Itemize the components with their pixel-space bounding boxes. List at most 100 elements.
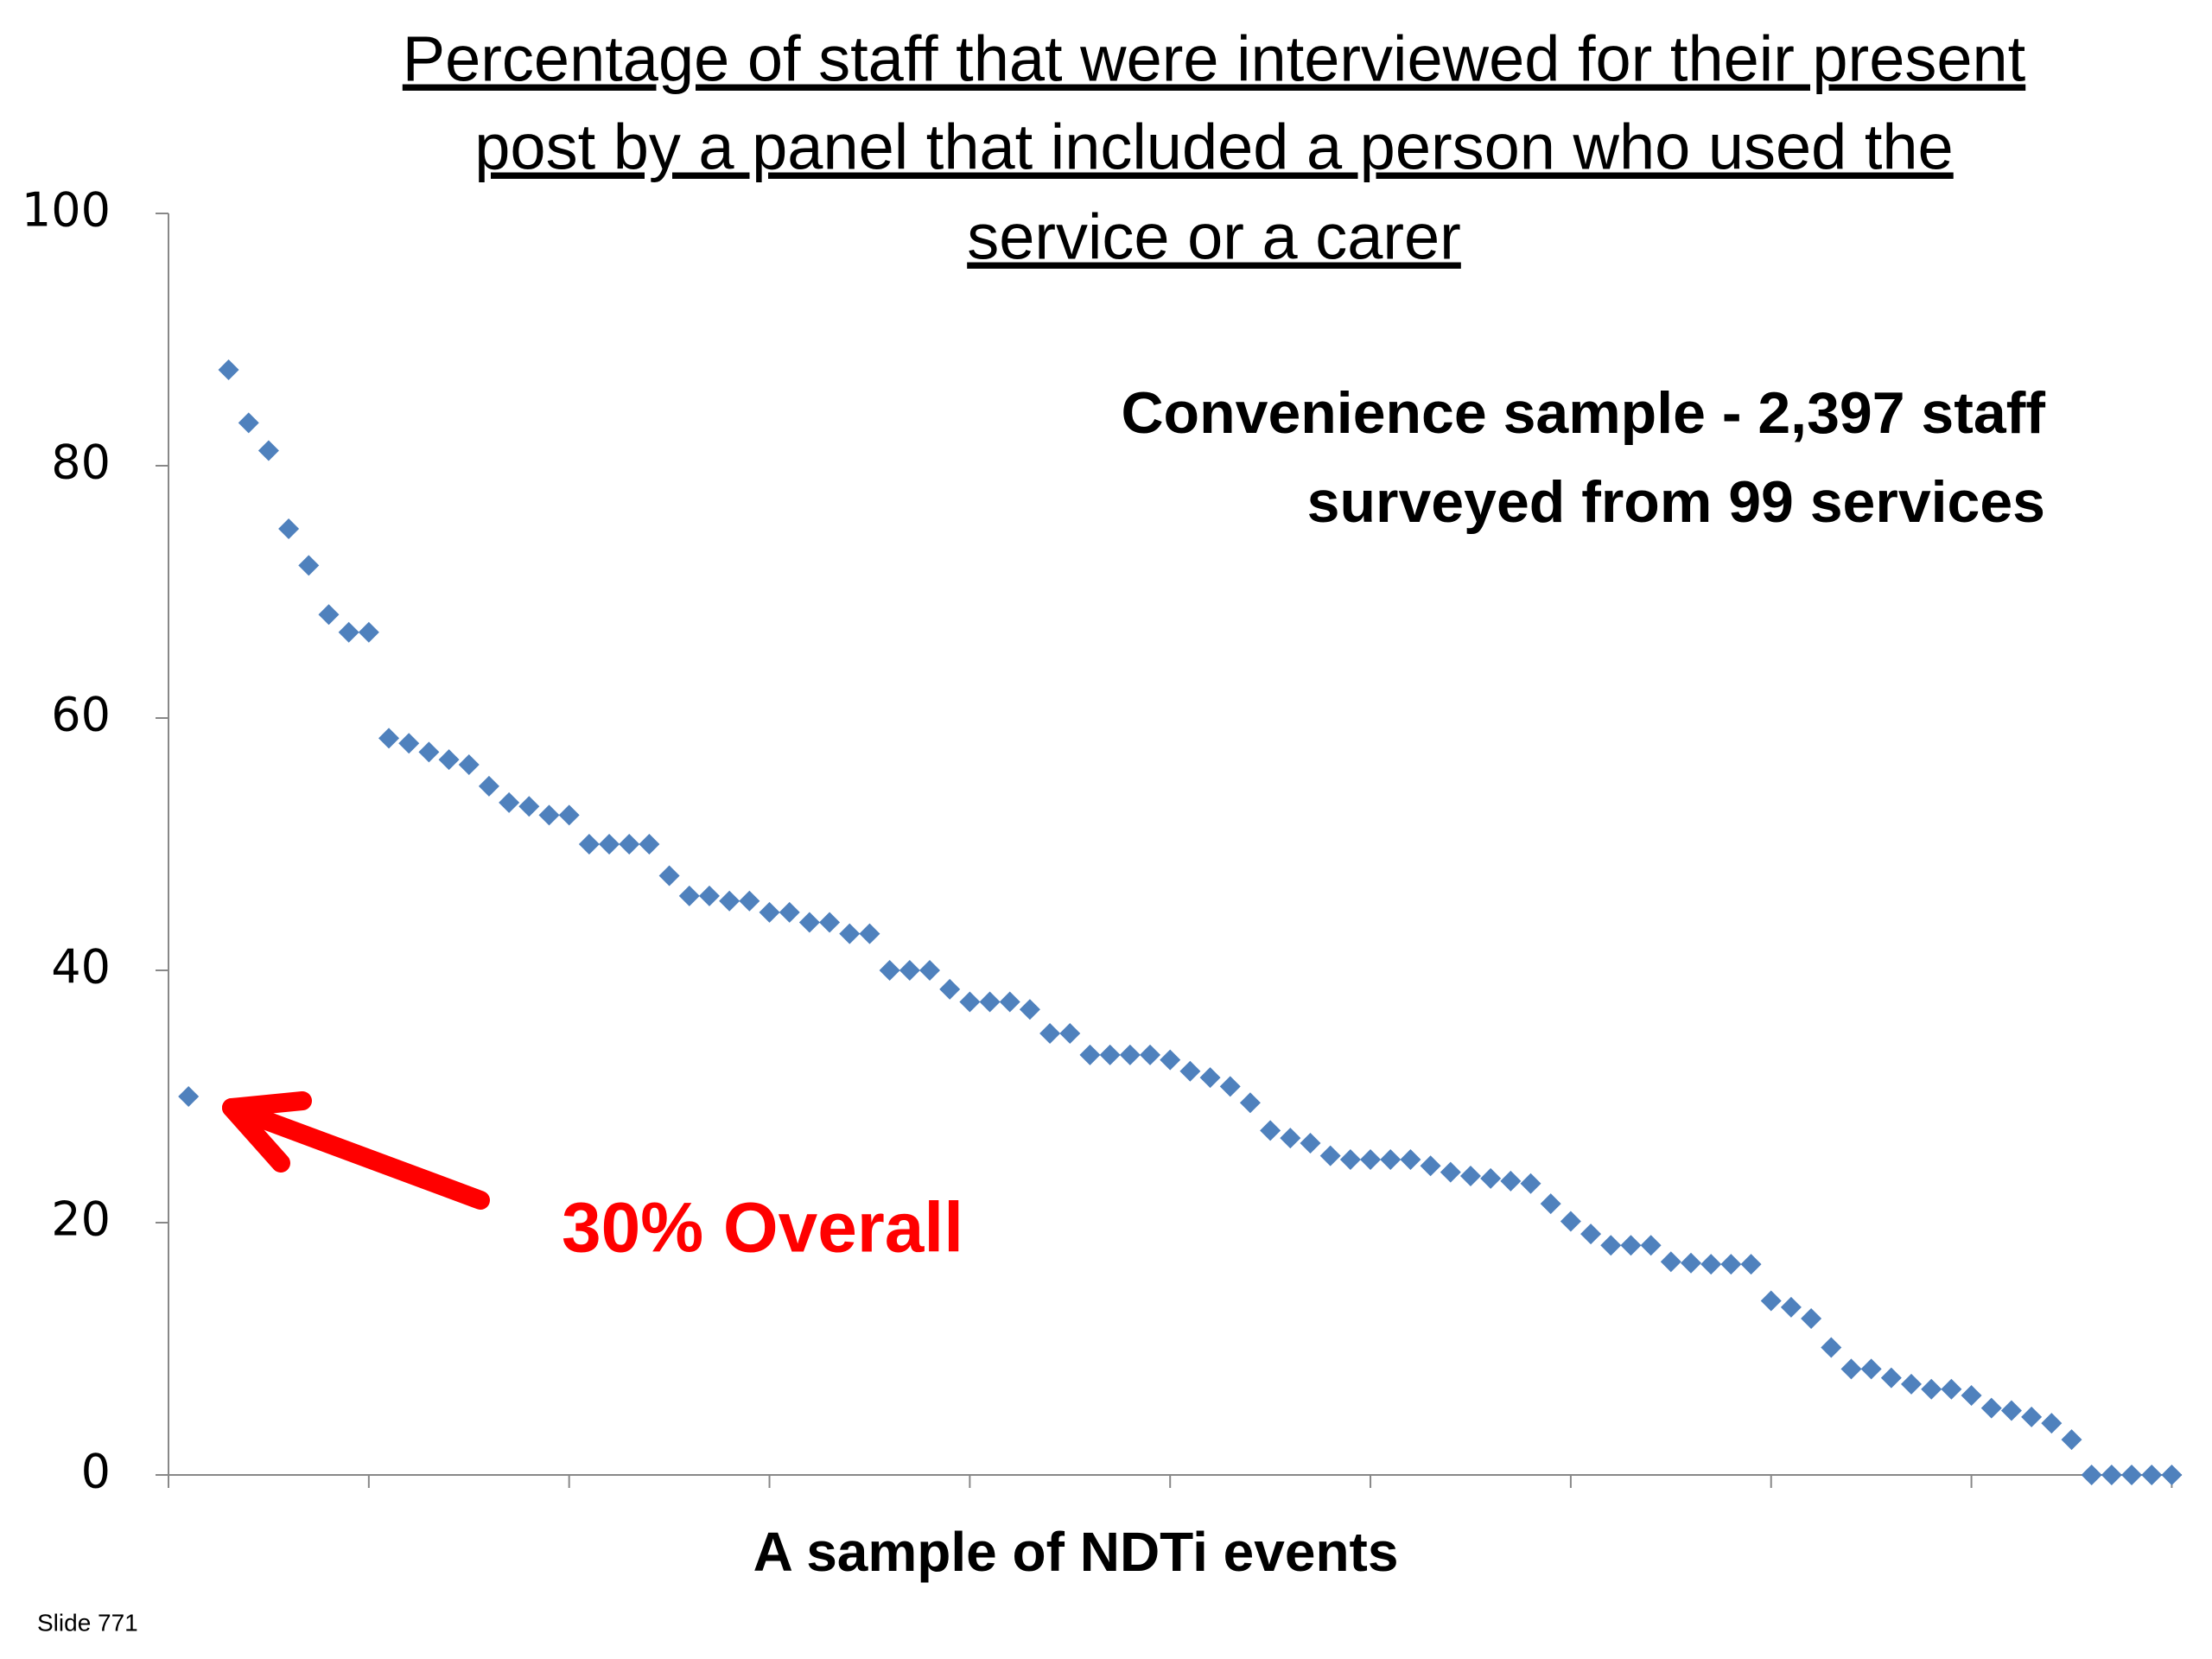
point [1300,1133,1321,1154]
point [1801,1307,1822,1329]
point [1821,1337,1842,1358]
y-tick-label: 100 [22,183,111,238]
point [719,890,741,912]
point [1760,1290,1782,1312]
point [859,923,880,944]
point [1019,999,1040,1020]
point [1560,1211,1581,1232]
point [518,796,540,817]
point [2041,1413,2063,1434]
point [1700,1254,1722,1275]
point [658,865,680,887]
point [2000,1400,2022,1421]
point [2121,1465,2143,1485]
point [499,791,520,813]
point [1239,1092,1261,1114]
point [599,834,620,855]
point [639,834,660,855]
point [839,923,861,944]
chart-title: Percentage of staff that were interviewe… [403,23,2026,95]
point [698,885,720,906]
point [1600,1235,1622,1256]
point [1740,1254,1762,1275]
point [1160,1049,1181,1071]
point [338,621,359,643]
point [1319,1145,1341,1166]
point [318,604,340,626]
point [879,960,900,981]
point [1380,1149,1402,1170]
point [358,621,379,643]
point [939,978,961,1000]
point [1580,1224,1602,1245]
point [578,834,600,855]
point [1840,1358,1862,1380]
point [398,733,420,754]
point [1420,1155,1441,1177]
point [1500,1170,1522,1192]
point [1921,1378,1942,1400]
point [1540,1193,1561,1215]
point [1199,1067,1221,1089]
point [759,901,780,923]
point [438,749,460,771]
point [1520,1173,1541,1194]
point [1640,1235,1662,1256]
point [1880,1367,1902,1389]
point [1179,1060,1201,1082]
point [218,359,239,381]
point [1219,1076,1241,1097]
point [1280,1128,1301,1149]
point [418,741,440,763]
point [739,890,760,912]
point [798,912,820,933]
point [1260,1120,1281,1141]
point [1901,1373,1923,1395]
point [1099,1044,1121,1065]
point [918,960,940,981]
point [1620,1235,1642,1256]
footer: Slide 771 [37,1609,138,1636]
point [2081,1465,2102,1485]
point [1980,1397,2002,1419]
point [1780,1296,1802,1318]
point [999,991,1020,1013]
point [238,412,259,434]
point [1480,1167,1502,1189]
point [2021,1406,2043,1427]
point [2101,1465,2122,1485]
point [1039,1023,1061,1044]
y-tick-label: 20 [51,1192,111,1247]
point [1140,1044,1161,1065]
point [558,804,580,826]
y-tick-label: 80 [51,435,111,490]
point [819,912,841,933]
point [1720,1254,1742,1275]
annotation: Convenience sample - 2,397 staff [1121,380,2045,446]
point [1961,1385,1982,1407]
callout: 30% Overall [562,1189,963,1268]
point [979,991,1001,1013]
annotation: surveyed from 99 services [1307,469,2045,535]
callout-arrow [222,1091,490,1210]
point [1860,1358,1882,1380]
point [619,834,640,855]
point [538,804,560,826]
point [779,901,800,923]
point [959,991,981,1013]
point [899,960,920,981]
point [278,518,300,539]
point [1459,1165,1481,1186]
point [2061,1429,2082,1451]
point [178,1086,200,1107]
y-tick-label: 60 [51,688,111,742]
chart-title: service or a carer [967,201,1461,273]
y-tick-label: 0 [81,1445,111,1499]
point [1079,1044,1101,1065]
point [1360,1149,1382,1170]
point [2161,1465,2183,1485]
point [478,775,499,797]
point [1059,1023,1081,1044]
chart-title: post by a panel that included a person w… [474,111,1953,183]
